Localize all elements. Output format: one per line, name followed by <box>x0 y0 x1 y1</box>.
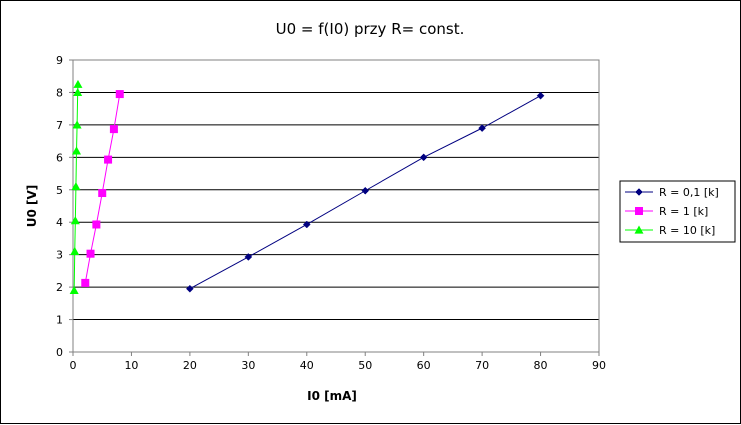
data-point <box>361 186 370 195</box>
legend-marker <box>634 225 644 234</box>
y-tick-label: 0 <box>56 346 63 359</box>
series-r-10-k <box>69 79 83 294</box>
data-point <box>109 125 118 134</box>
x-tick-label: 80 <box>534 359 548 372</box>
y-tick-label: 8 <box>56 86 63 99</box>
y-tick-label: 4 <box>56 216 63 229</box>
data-point <box>73 79 83 88</box>
data-point <box>92 220 101 229</box>
series-r-1-k <box>81 90 124 287</box>
y-tick-label: 9 <box>56 54 63 67</box>
data-point <box>72 146 82 155</box>
legend: R = 0,1 [k] R = 1 [k] R = 10 [k] <box>619 180 736 243</box>
x-tick-label: 50 <box>358 359 372 372</box>
data-point <box>302 220 311 229</box>
legend-label: R = 10 [k] <box>659 224 715 237</box>
data-point <box>70 246 80 256</box>
data-point <box>72 120 82 129</box>
data-point <box>71 182 81 191</box>
x-tick-label: 40 <box>300 359 314 372</box>
x-tick-label: 20 <box>183 359 197 372</box>
chart-title: U0 = f(I0) przy R= const. <box>276 20 465 38</box>
grid-layer <box>73 91 599 321</box>
data-point <box>81 278 90 287</box>
plot-area <box>72 59 600 353</box>
data-point <box>244 253 253 261</box>
data-point <box>70 216 80 225</box>
data-point <box>115 90 124 99</box>
x-tick-label: 70 <box>475 359 489 372</box>
data-point <box>104 155 113 164</box>
x-tick-label: 0 <box>70 359 77 372</box>
y-tick-label: 2 <box>56 281 63 294</box>
legend-marker <box>635 188 643 196</box>
legend-marker <box>635 207 643 215</box>
x-tick-label: 60 <box>417 359 431 372</box>
y-tick-label: 5 <box>56 184 63 197</box>
y-axis-title: U0 [V] <box>25 185 39 228</box>
x-tick-label: 90 <box>592 359 606 372</box>
series-layer <box>69 79 545 294</box>
data-point <box>419 153 428 162</box>
data-point <box>98 189 107 198</box>
x-tick-label: 30 <box>241 359 255 372</box>
data-point <box>478 124 486 132</box>
series-line <box>73 84 79 291</box>
series-r-0-1-k <box>186 91 545 293</box>
legend-label: R = 1 [k] <box>659 205 708 218</box>
x-tick-label: 10 <box>124 359 138 372</box>
y-tick-label: 1 <box>56 314 63 327</box>
data-point <box>69 285 79 294</box>
y-tick-label: 7 <box>56 119 63 132</box>
legend-entry: R = 10 [k] <box>625 224 715 237</box>
data-point <box>536 91 545 100</box>
data-point <box>86 249 95 258</box>
legend-entry: R = 0,1 [k] <box>625 186 719 199</box>
data-point <box>186 284 194 293</box>
legend-entry: R = 1 [k] <box>625 205 708 218</box>
legend-label: R = 0,1 [k] <box>659 186 719 199</box>
y-tick-label: 3 <box>56 249 63 262</box>
y-tick-label: 6 <box>56 151 63 164</box>
data-point <box>73 87 83 97</box>
x-axis-title: I0 [mA] <box>307 389 357 403</box>
